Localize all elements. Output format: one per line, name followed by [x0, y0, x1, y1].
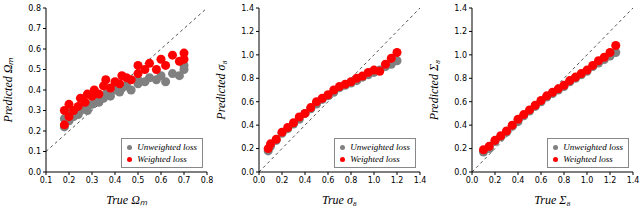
svg-text:0.8: 0.8: [345, 176, 358, 185]
svg-text:0.2: 0.2: [454, 144, 467, 153]
svg-text:Predicted Σ₈: Predicted Σ₈: [427, 60, 441, 122]
svg-text:0.0: 0.0: [28, 168, 41, 177]
svg-text:0.5: 0.5: [28, 65, 41, 74]
svg-text:0.6: 0.6: [454, 98, 467, 107]
svg-text:0.2: 0.2: [241, 144, 254, 153]
svg-text:0.0: 0.0: [253, 176, 266, 185]
svg-text:0.2: 0.2: [489, 176, 502, 185]
svg-text:0.4: 0.4: [454, 121, 467, 130]
svg-text:1.2: 1.2: [391, 176, 404, 185]
svg-text:0.2: 0.2: [276, 176, 289, 185]
svg-text:0.7: 0.7: [28, 24, 41, 33]
svg-text:0.2: 0.2: [63, 176, 76, 185]
svg-text:0.4: 0.4: [241, 121, 254, 130]
svg-text:0.4: 0.4: [109, 176, 122, 185]
html-text:Weighted loss: Weighted loss: [563, 154, 613, 164]
svg-text:0.8: 0.8: [28, 4, 41, 13]
svg-text:0.3: 0.3: [28, 106, 41, 115]
svg-text:1.0: 1.0: [241, 51, 254, 60]
svg-text:True Ωₘ: True Ωₘ: [106, 193, 148, 206]
svg-text:0.6: 0.6: [241, 98, 254, 107]
svg-text:0.4: 0.4: [299, 176, 312, 185]
svg-text:1.2: 1.2: [454, 27, 467, 36]
svg-text:0.4: 0.4: [28, 86, 41, 95]
svg-text:True Σ₈: True Σ₈: [534, 193, 570, 206]
svg-text:Predicted Ωₘ: Predicted Ωₘ: [8, 57, 15, 124]
html-text:Weighted loss: Weighted loss: [137, 154, 187, 164]
svg-text:1.0: 1.0: [454, 51, 467, 60]
svg-text:1.4: 1.4: [627, 176, 632, 185]
svg-text:True σ₈: True σ₈: [322, 193, 357, 206]
svg-text:0.2: 0.2: [28, 127, 41, 136]
svg-text:Predicted σ₈: Predicted σ₈: [214, 60, 228, 120]
html-text:Unweighted loss: Unweighted loss: [350, 142, 410, 152]
svg-text:0.4: 0.4: [512, 176, 525, 185]
html-text:Unweighted loss: Unweighted loss: [563, 142, 623, 152]
svg-text:0.6: 0.6: [535, 176, 548, 185]
svg-text:1.4: 1.4: [454, 4, 467, 13]
svg-text:0.8: 0.8: [558, 176, 571, 185]
svg-text:0.5: 0.5: [132, 176, 145, 185]
svg-text:0.6: 0.6: [322, 176, 335, 185]
html-text:Weighted loss: Weighted loss: [350, 154, 400, 164]
svg-text:0.1: 0.1: [40, 176, 53, 185]
html-text:Unweighted loss: Unweighted loss: [137, 142, 197, 152]
svg-text:0.0: 0.0: [466, 176, 479, 185]
svg-text:0.1: 0.1: [28, 147, 41, 156]
svg-text:1.0: 1.0: [368, 176, 381, 185]
svg-text:0.0: 0.0: [454, 168, 467, 177]
svg-text:0.8: 0.8: [241, 74, 254, 83]
svg-text:0.3: 0.3: [86, 176, 99, 185]
svg-text:1.0: 1.0: [581, 176, 594, 185]
svg-text:0.7: 0.7: [178, 176, 191, 185]
svg-text:1.4: 1.4: [414, 176, 426, 185]
svg-text:1.2: 1.2: [241, 27, 254, 36]
svg-text:1.4: 1.4: [241, 4, 254, 13]
svg-text:0.0: 0.0: [241, 168, 254, 177]
svg-text:0.8: 0.8: [454, 74, 467, 83]
svg-text:1.2: 1.2: [604, 176, 617, 185]
svg-text:0.6: 0.6: [28, 45, 41, 54]
svg-text:0.6: 0.6: [155, 176, 168, 185]
svg-text:0.8: 0.8: [201, 176, 213, 185]
